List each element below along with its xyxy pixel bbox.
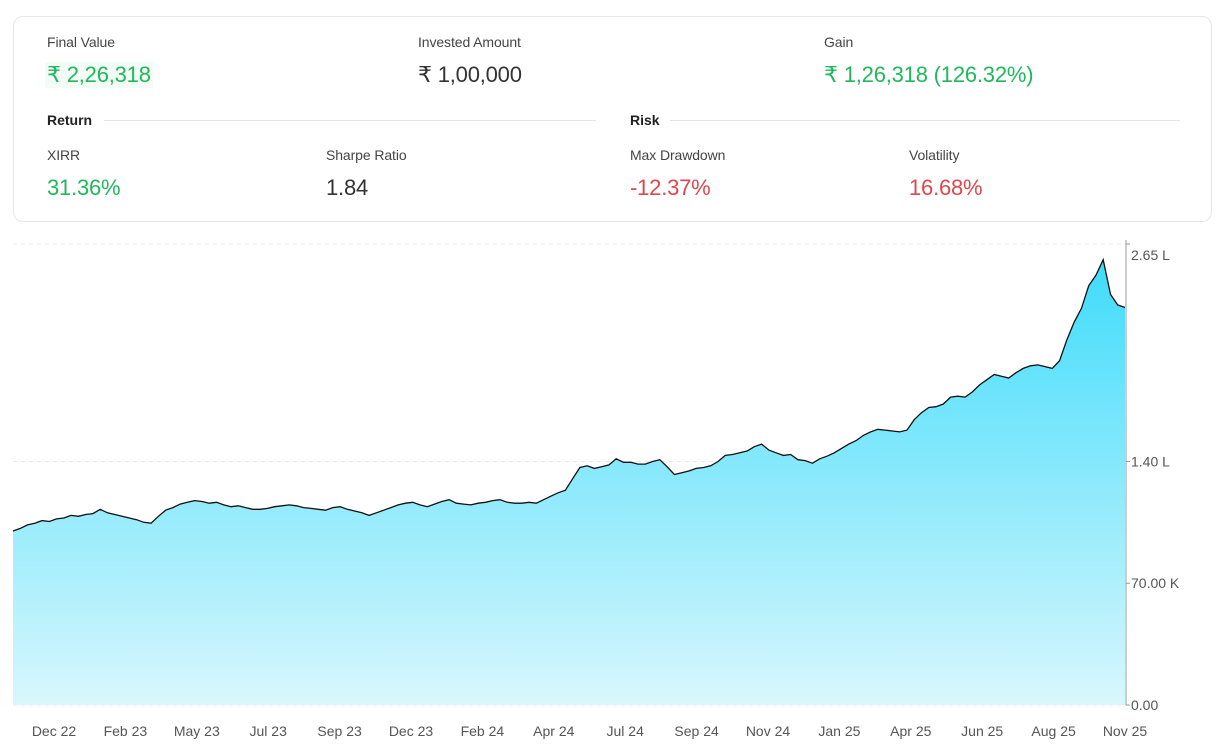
sharpe-ratio-label: Sharpe Ratio <box>326 147 407 163</box>
volatility-value: 16.68% <box>909 175 983 200</box>
x-tick-label: Jul 24 <box>607 723 645 739</box>
gain-value: ₹ 1,26,318 (126.32%) <box>824 62 1034 87</box>
portfolio-value-chart: 0.00 70.00 K 1.40 L 2.65 L Dec 22 Feb 23 May … <box>0 228 1231 745</box>
x-tick-label: May 23 <box>174 723 220 739</box>
xirr-label: XIRR <box>47 147 81 163</box>
final-value-stat: Final Value ₹ 2,26,318 <box>45 34 153 88</box>
invested-amount-stat: Invested Amount ₹ 1,00,000 <box>418 34 522 88</box>
x-tick-label: Dec 22 <box>32 723 77 739</box>
x-tick-label: Jul 23 <box>250 723 288 739</box>
portfolio-summary-card: Final Value ₹ 2,26,318 Invested Amount ₹… <box>13 16 1212 222</box>
x-axis-ticks: Dec 22 Feb 23 May 23 Jul 23 Sep 23 Dec 23 Feb … <box>32 723 1148 739</box>
x-tick-label: Jan 25 <box>818 723 860 739</box>
x-tick-label: Aug 25 <box>1031 723 1076 739</box>
x-tick-label: Feb 23 <box>104 723 148 739</box>
y-tick-label: 1.40 L <box>1131 453 1170 469</box>
final-value-amount: ₹ 2,26,318 <box>45 62 153 88</box>
xirr-value: 31.36% <box>47 175 121 200</box>
invested-amount-label: Invested Amount <box>418 34 521 50</box>
y-tick-label: 2.65 L <box>1131 247 1170 263</box>
area-chart-svg: 0.00 70.00 K 1.40 L 2.65 L Dec 22 Feb 23 May … <box>12 240 1180 739</box>
return-section-title: Return <box>47 112 93 128</box>
x-tick-label: Apr 24 <box>533 723 574 739</box>
risk-section-title: Risk <box>630 112 660 128</box>
x-tick-label: Nov 24 <box>746 723 791 739</box>
xirr-stat: XIRR 31.36% <box>47 147 121 201</box>
volatility-stat: Volatility 16.68% <box>909 147 983 201</box>
return-divider <box>104 120 596 121</box>
max-drawdown-stat: Max Drawdown -12.37% <box>630 147 725 201</box>
sharpe-ratio-stat: Sharpe Ratio 1.84 <box>326 147 407 201</box>
y-axis-ticks: 0.00 70.00 K 1.40 L 2.65 L <box>1126 243 1180 713</box>
max-drawdown-label: Max Drawdown <box>630 147 726 163</box>
invested-amount-value: ₹ 1,00,000 <box>418 62 522 87</box>
series-line <box>12 257 1126 532</box>
x-tick-label: Sep 24 <box>674 723 719 739</box>
series-area <box>13 259 1125 705</box>
gain-stat: Gain ₹ 1,26,318 (126.32%) <box>824 34 1034 88</box>
x-tick-label: Dec 23 <box>389 723 434 739</box>
max-drawdown-value: -12.37% <box>630 175 711 200</box>
gain-label: Gain <box>824 34 854 50</box>
x-tick-label: Feb 24 <box>461 723 505 739</box>
x-tick-label: Jun 25 <box>961 723 1003 739</box>
final-value-label: Final Value <box>47 34 115 50</box>
x-tick-label: Nov 25 <box>1103 723 1148 739</box>
risk-divider <box>670 120 1180 121</box>
x-tick-label: Apr 25 <box>890 723 931 739</box>
x-tick-label: Sep 23 <box>317 723 362 739</box>
y-tick-label: 70.00 K <box>1131 575 1180 591</box>
volatility-label: Volatility <box>909 147 960 163</box>
y-tick-label: 0.00 <box>1131 697 1158 713</box>
sharpe-ratio-value: 1.84 <box>326 175 369 200</box>
